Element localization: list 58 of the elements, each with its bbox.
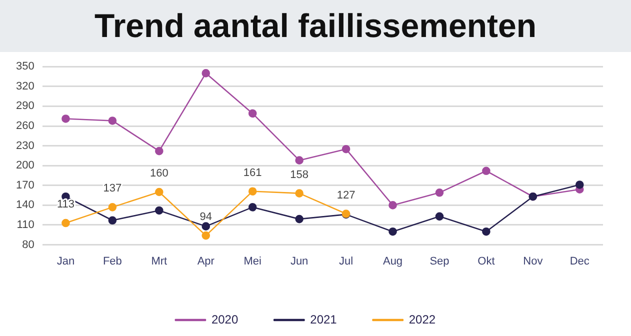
x-tick-label: Feb [102, 255, 122, 268]
y-tick-label: 290 [16, 100, 34, 112]
y-tick-label: 170 [16, 179, 34, 192]
point [295, 156, 304, 164]
point [295, 189, 304, 198]
point [342, 144, 350, 154]
x-tick-label: Mrt [151, 255, 168, 268]
point [248, 203, 257, 212]
chart-title: Trend aantal faillissementen [0, 0, 631, 52]
point [435, 188, 444, 197]
point [435, 212, 444, 221]
point [155, 206, 164, 215]
data-label: 160 [150, 168, 168, 180]
x-tick-label: Apr [197, 255, 215, 268]
point [482, 227, 490, 236]
point [388, 201, 397, 210]
data-label: 161 [243, 166, 262, 179]
legend-label: 2022 [408, 312, 436, 326]
point [155, 146, 164, 156]
point [202, 222, 210, 230]
data-label: 94 [200, 211, 212, 224]
x-tick-label: Nov [523, 255, 544, 268]
x-tick-label: Mei [244, 255, 262, 268]
point [108, 203, 117, 212]
x-tick-label: Jan [56, 255, 75, 268]
point [202, 231, 210, 240]
point [248, 109, 257, 118]
data-label: 113 [56, 198, 74, 211]
point [202, 69, 210, 78]
x-tick-label: Jun [290, 255, 308, 268]
legend-label: 2020 [211, 312, 238, 326]
point [108, 116, 117, 125]
point [482, 166, 490, 176]
y-tick-label: 230 [16, 140, 34, 152]
point [155, 188, 164, 196]
legend-label: 2021 [310, 312, 338, 326]
data-label: 137 [103, 182, 122, 195]
point [62, 218, 70, 228]
x-tick-label: Sep [430, 255, 450, 268]
point [388, 227, 397, 236]
y-tick-label: 140 [16, 199, 34, 212]
point [248, 187, 257, 196]
point [295, 214, 304, 224]
y-tick-label: 80 [22, 238, 34, 251]
y-tick-label: 260 [16, 120, 34, 132]
point [62, 114, 70, 123]
x-tick-label: Dec [570, 255, 590, 268]
y-tick-label: 110 [16, 219, 34, 232]
data-label: 158 [290, 168, 308, 181]
x-tick-label: Okt [478, 255, 495, 268]
y-tick-label: 350 [16, 60, 34, 73]
data-label: 127 [336, 189, 356, 202]
y-tick-label: 200 [16, 160, 34, 172]
y-tick-label: 320 [16, 80, 34, 92]
point [108, 216, 117, 225]
point [575, 180, 584, 189]
x-tick-label: Aug [382, 255, 403, 268]
x-tick-label: Jul [339, 255, 354, 268]
